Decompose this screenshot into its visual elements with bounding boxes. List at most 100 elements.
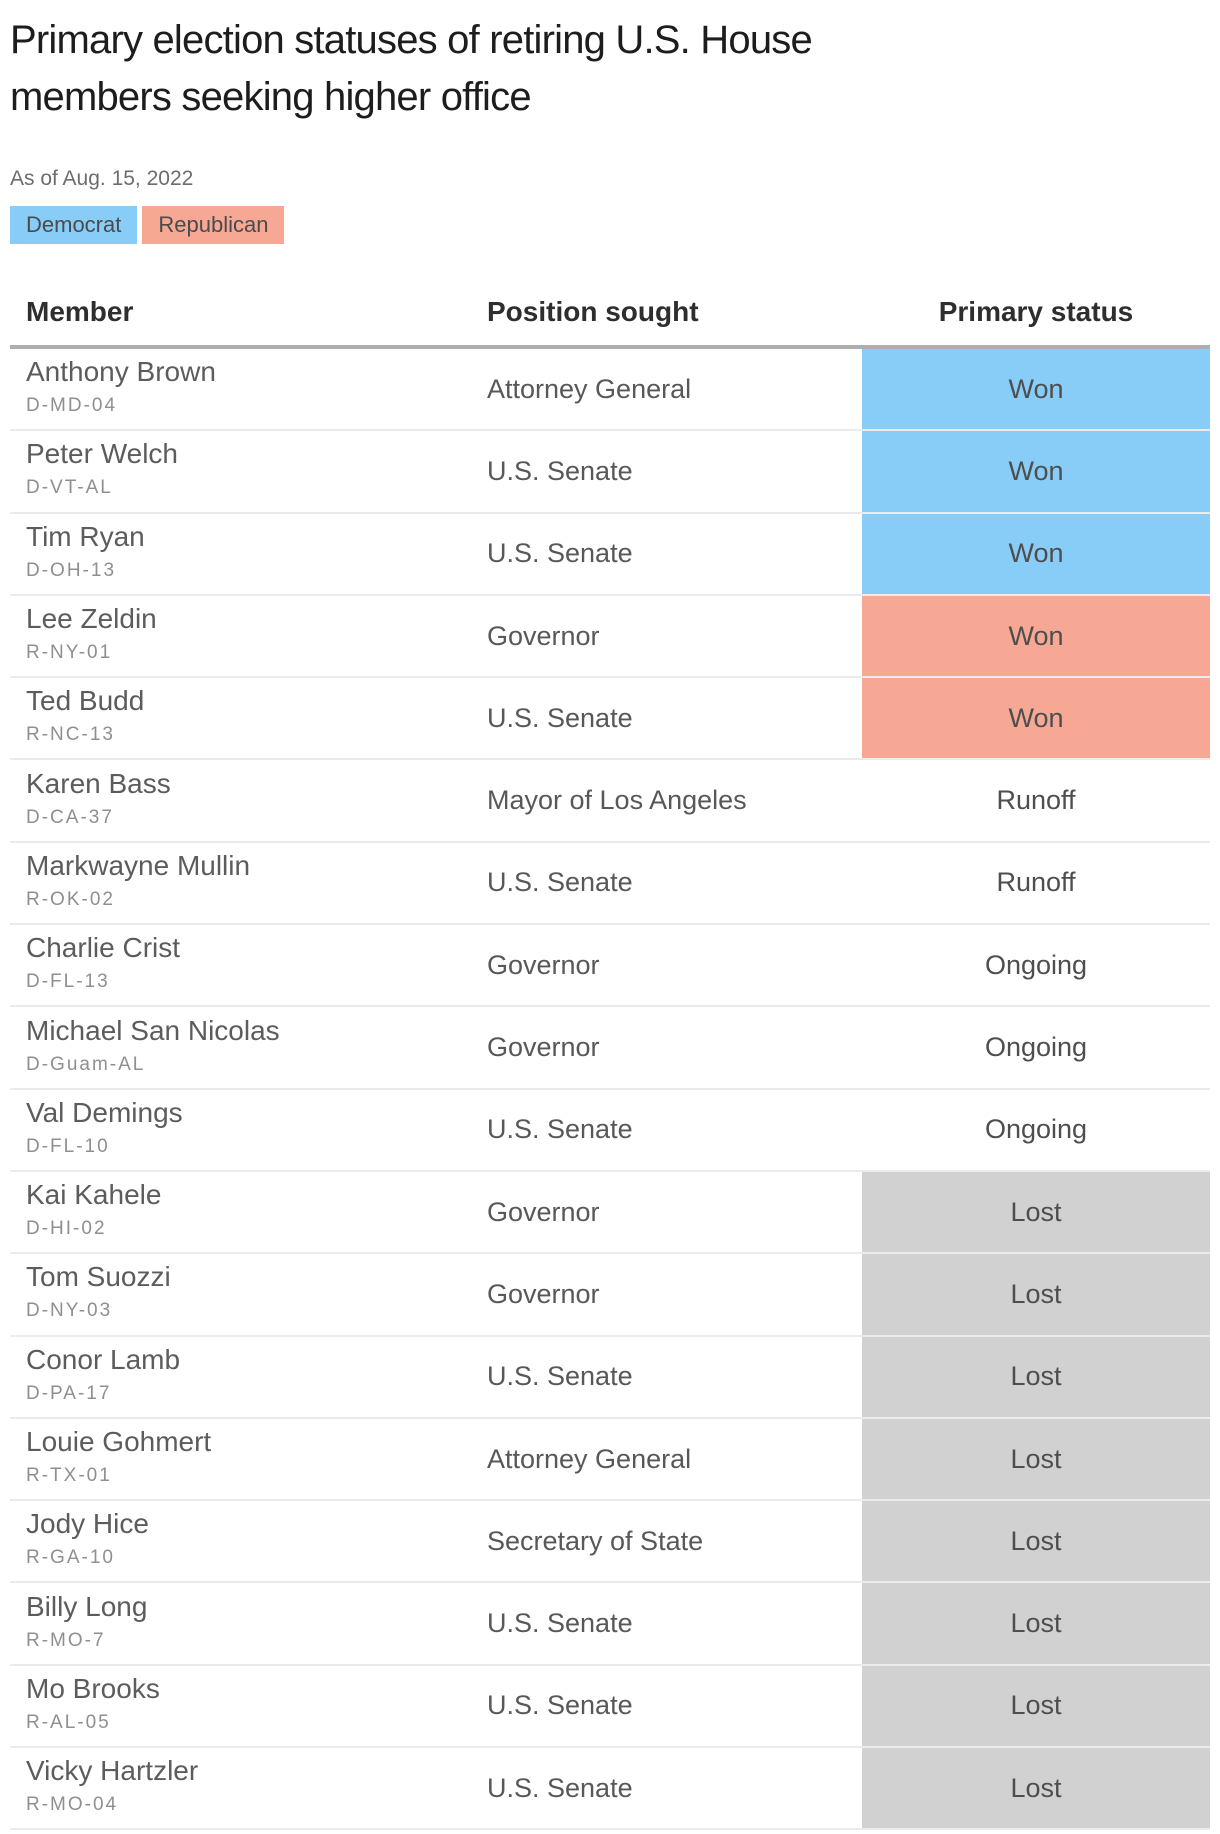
member-district: R-AL-05 (26, 1711, 111, 1733)
column-header-position: Position sought (487, 296, 699, 327)
primary-status-value: Lost (862, 1418, 1210, 1500)
primary-status-cell: Lost (862, 1254, 1210, 1335)
member-name: Conor Lamb (26, 1343, 181, 1375)
primary-status-value: Runoff (996, 867, 1076, 898)
primary-status-value: Ongoing (984, 1114, 1088, 1145)
position-sought-cell: Governor (487, 1032, 600, 1063)
primary-status-value: Lost (862, 1254, 1210, 1335)
position-sought-cell: Governor (487, 949, 600, 980)
member-name: Peter Welch (26, 438, 178, 470)
table-row: Peter Welch D-VT-AL U.S. Senate Won (10, 431, 1210, 514)
member-district: R-OK-02 (26, 888, 115, 910)
member-name: Jody Hice (26, 1508, 149, 1540)
member-cell: Peter Welch D-VT-AL (10, 431, 487, 511)
member-cell: Charlie Crist D-FL-13 (10, 925, 487, 1005)
member-name: Vicky Hartzler (26, 1755, 199, 1787)
primary-status-value: Lost (862, 1171, 1210, 1253)
column-header-member: Member (26, 296, 134, 327)
member-cell: Mo Brooks R-AL-05 (10, 1666, 487, 1746)
member-name: Tim Ryan (26, 520, 145, 552)
member-cell: Karen Bass D-CA-37 (10, 760, 487, 840)
primary-status-value: Won (862, 513, 1210, 594)
primary-status-cell: Lost (862, 1418, 1210, 1500)
position-sought-cell: Attorney General (487, 373, 692, 404)
member-cell: Billy Long R-MO-7 (10, 1583, 487, 1663)
table-row: Val Demings D-FL-10 U.S. Senate Ongoing (10, 1090, 1210, 1172)
member-cell: Markwayne Mullin R-OK-02 (10, 843, 487, 923)
table-row: Tom Suozzi D-NY-03 Governor Lost (10, 1254, 1210, 1337)
primary-status-cell: Ongoing (862, 925, 1210, 1005)
member-cell: Ted Budd R-NC-13 (10, 678, 487, 758)
member-district: R-NC-13 (26, 724, 115, 746)
primary-status-value: Lost (862, 1336, 1210, 1417)
position-sought-cell: U.S. Senate (487, 538, 633, 569)
table-row: Karen Bass D-CA-37 Mayor of Los Angeles Run… (10, 760, 1210, 843)
primary-status-cell: Lost (862, 1748, 1210, 1829)
member-district: R-GA-10 (26, 1547, 115, 1569)
header-separator (10, 345, 1210, 349)
primary-status-cell: Won (862, 678, 1210, 759)
position-sought-cell: Governor (487, 1196, 600, 1227)
member-cell: Val Demings D-FL-10 (10, 1090, 487, 1170)
position-sought-cell: U.S. Senate (487, 455, 633, 486)
primary-status-cell: Won (862, 349, 1210, 430)
member-cell: Conor Lamb D-PA-17 (10, 1337, 487, 1417)
member-cell: Tim Ryan D-OH-13 (10, 514, 487, 594)
position-sought-cell: U.S. Senate (487, 702, 633, 733)
primary-status-cell: Lost (862, 1583, 1210, 1664)
column-header-status: Primary status (938, 296, 1134, 327)
primary-status-value: Lost (862, 1501, 1210, 1582)
member-district: R-NY-01 (26, 642, 113, 664)
member-district: D-CA-37 (26, 806, 114, 828)
primary-status-cell: Ongoing (862, 1090, 1210, 1170)
member-name: Lee Zeldin (26, 603, 157, 635)
legend-chip-republican: Republican (142, 206, 285, 244)
member-district: D-OH-13 (26, 559, 117, 581)
member-cell: Vicky Hartzler R-MO-04 (10, 1748, 487, 1828)
member-district: D-HI-02 (26, 1218, 107, 1240)
table-row: Kai Kahele D-HI-02 Governor Lost (10, 1171, 1210, 1255)
member-cell: Anthony Brown D-MD-04 (10, 349, 487, 429)
primary-status-value: Runoff (996, 785, 1076, 816)
position-sought-cell: U.S. Senate (487, 867, 633, 898)
table-row: Michael San Nicolas D-Guam-AL Governor Ongo… (10, 1007, 1210, 1090)
member-name: Kai Kahele (26, 1179, 162, 1211)
member-district: R-MO-7 (26, 1629, 106, 1651)
primary-status-cell: Lost (862, 1501, 1210, 1582)
member-name: Mo Brooks (26, 1672, 160, 1704)
position-sought-cell: Attorney General (487, 1443, 692, 1474)
member-district: D-PA-17 (26, 1382, 112, 1404)
primary-status-cell: Lost (862, 1171, 1210, 1253)
member-name: Billy Long (26, 1590, 148, 1622)
position-sought-cell: Governor (487, 1278, 600, 1309)
legend-chip-democrat: Democrat (10, 206, 138, 244)
page-title-line-2: members seeking higher office (10, 75, 532, 119)
page-title-line-1: Primary election statuses of retiring U.… (10, 18, 813, 62)
table-row: Louie Gohmert R-TX-01 Attorney General Lost (10, 1418, 1210, 1502)
position-sought-cell: Mayor of Los Angeles (487, 785, 747, 816)
chart-subtitle: As of Aug. 15, 2022 (10, 167, 194, 190)
table-header-row: Member Position sought Primary status (10, 292, 1210, 332)
primary-status-cell: Won (862, 595, 1210, 677)
member-name: Anthony Brown (26, 356, 216, 388)
member-name: Michael San Nicolas (26, 1014, 280, 1046)
primary-status-value: Won (862, 678, 1210, 759)
page-title: Primary election statuses of retiring U.… (10, 0, 1210, 126)
primary-status-value: Won (862, 595, 1210, 677)
member-district: D-MD-04 (26, 395, 118, 417)
member-name: Charlie Crist (26, 932, 181, 964)
table-row: Markwayne Mullin R-OK-02 U.S. Senate Runoff (10, 843, 1210, 926)
primary-status-cell: Won (862, 431, 1210, 512)
member-district: R-TX-01 (26, 1465, 112, 1486)
member-district: D-FL-10 (26, 1135, 110, 1157)
table-row: Lee Zeldin R-NY-01 Governor Won (10, 595, 1210, 679)
primary-status-cell: Lost (862, 1665, 1210, 1747)
table-row: Anthony Brown D-MD-04 Attorney General Won (10, 349, 1210, 432)
table-row: Charlie Crist D-FL-13 Governor Ongoing (10, 925, 1210, 1008)
member-cell: Tom Suozzi D-NY-03 (10, 1254, 487, 1334)
table-row: Mo Brooks R-AL-05 U.S. Senate Lost (10, 1665, 1210, 1749)
primary-status-cell: Runoff (862, 760, 1210, 840)
member-district: D-NY-03 (26, 1300, 113, 1322)
primary-status-value: Ongoing (984, 1032, 1088, 1063)
member-cell: Louie Gohmert R-TX-01 (10, 1419, 487, 1499)
